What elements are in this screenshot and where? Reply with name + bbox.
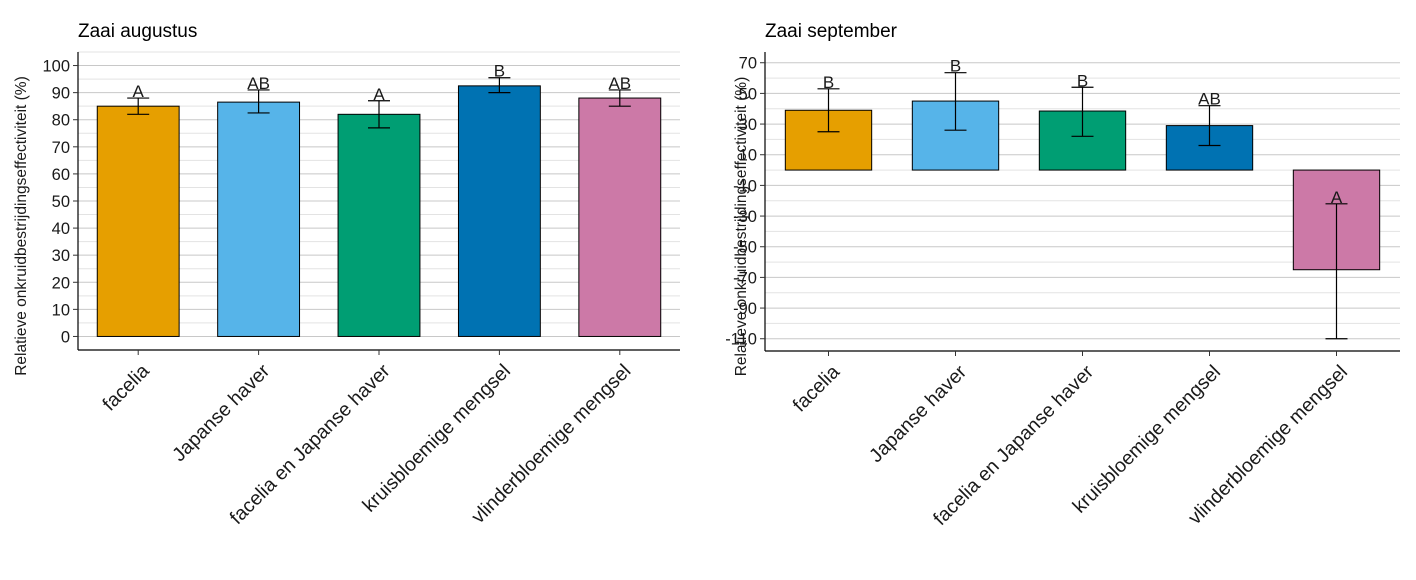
y-tick-label: -110	[725, 331, 757, 349]
significance-label-3: B	[1077, 71, 1088, 90]
y-tick-label: 20	[52, 274, 70, 292]
significance-label-3: A	[373, 85, 385, 104]
y-tick-label: -90	[733, 300, 757, 318]
significance-label-1: A	[133, 82, 145, 101]
y-tick-label: -70	[733, 269, 757, 287]
significance-label-4: AB	[1198, 90, 1221, 109]
y-tick-label: 80	[52, 112, 70, 130]
bar-2	[217, 101, 301, 337]
y-tick-label: 100	[42, 58, 70, 76]
y-tick-label: 10	[52, 301, 70, 319]
significance-label-4: B	[494, 62, 505, 81]
y-axis-label: Relatieve onkruidbestrijdingseffectivite…	[733, 77, 750, 377]
bar-1	[96, 105, 180, 337]
y-tick-label: 60	[52, 166, 70, 184]
bar-4	[457, 85, 541, 337]
x-tick-label-4: kruisbloemige mengsel	[1068, 361, 1225, 518]
y-tick-label: -30	[733, 208, 757, 226]
significance-label-1: B	[823, 73, 834, 92]
y-tick-label: 10	[739, 147, 757, 165]
y-tick-label: -50	[733, 239, 757, 257]
y-axis-label: Relatieve onkruidbestrijdingseffectivite…	[13, 76, 30, 376]
y-tick-label: 30	[52, 247, 70, 265]
y-tick-label: -10	[733, 177, 757, 195]
chart-title: Zaai september	[765, 21, 898, 42]
bar-3	[337, 113, 421, 337]
y-tick-label: 30	[739, 116, 757, 134]
x-tick-label-1: facelia	[789, 361, 845, 417]
y-tick-label: 40	[52, 220, 70, 238]
y-tick-label: 50	[52, 193, 70, 211]
y-tick-label: 50	[739, 85, 757, 103]
chart-title: Zaai augustus	[78, 21, 197, 42]
x-tick-label-1: facelia	[98, 360, 154, 416]
y-tick-label: 90	[52, 85, 70, 103]
y-tick-label: 0	[61, 328, 70, 346]
x-tick-label-2: Japanse haver	[865, 361, 971, 467]
chart-panel-2: Zaai september -110 -90 -70 -50 -30 -10 10 30 50 7…	[725, 21, 1400, 530]
chart-panel-1: Zaai augustus 0 10 20 30 40 50 60 70 80 90 100 Relat…	[13, 21, 680, 529]
y-tick-label: 70	[739, 55, 757, 73]
x-tick-label-2: Japanse haver	[168, 360, 274, 466]
significance-label-5: A	[1331, 188, 1343, 207]
y-tick-label: 70	[52, 139, 70, 157]
significance-label-5: AB	[608, 74, 631, 93]
bar-5	[578, 97, 662, 337]
significance-label-2: AB	[247, 74, 270, 93]
significance-label-2: B	[950, 57, 961, 76]
